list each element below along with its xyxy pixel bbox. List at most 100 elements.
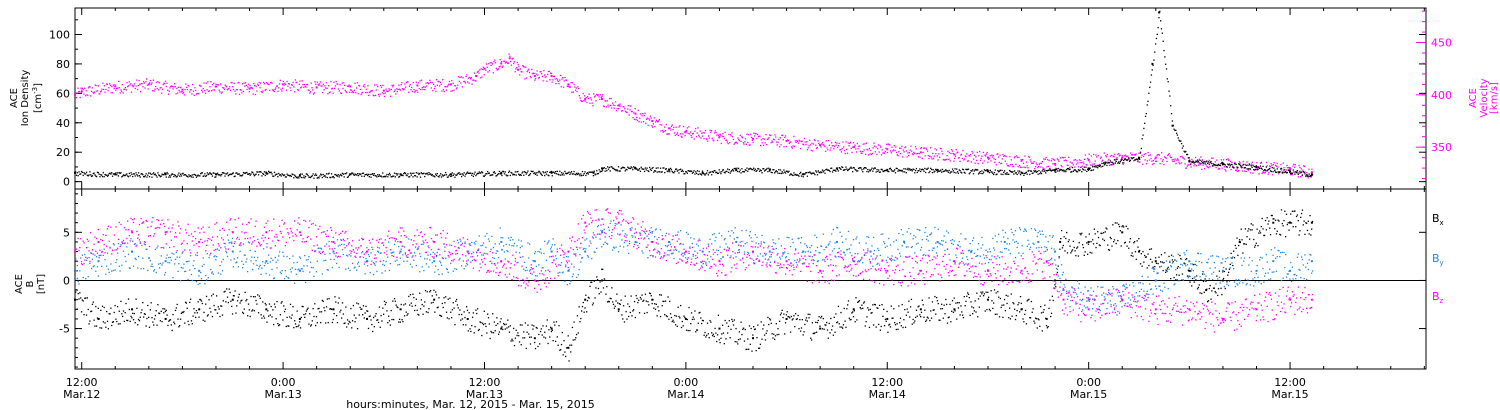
velocity-point bbox=[1059, 157, 1062, 159]
velocity-point bbox=[945, 159, 947, 161]
velocity-point bbox=[639, 113, 642, 115]
bx-point bbox=[876, 307, 878, 309]
bx-point bbox=[998, 296, 1000, 298]
bx-point bbox=[288, 325, 290, 327]
density-point bbox=[1114, 162, 1116, 164]
velocity-point bbox=[1168, 152, 1170, 155]
velocity-point bbox=[927, 154, 929, 157]
density-point bbox=[541, 174, 543, 177]
density-point bbox=[1306, 174, 1308, 176]
density-point bbox=[1149, 86, 1151, 88]
velocity-point bbox=[868, 147, 871, 150]
density-point bbox=[321, 176, 324, 179]
density-point bbox=[278, 174, 281, 176]
velocity-point bbox=[763, 144, 765, 146]
bx-point bbox=[446, 317, 449, 319]
velocity-point bbox=[1126, 155, 1128, 157]
velocity-point bbox=[931, 158, 933, 160]
bx-point bbox=[221, 314, 224, 316]
velocity-point bbox=[366, 91, 368, 94]
velocity-point bbox=[147, 88, 149, 90]
velocity-point bbox=[1164, 156, 1166, 158]
bx-point bbox=[1065, 237, 1067, 240]
velocity-point bbox=[1182, 157, 1184, 159]
density-point bbox=[938, 170, 940, 172]
velocity-point bbox=[320, 85, 322, 87]
bx-point bbox=[402, 320, 404, 323]
density-point bbox=[883, 170, 886, 172]
density-point bbox=[189, 175, 191, 177]
density-point bbox=[700, 174, 703, 176]
density-point bbox=[1022, 172, 1024, 174]
bx-point bbox=[192, 315, 194, 317]
bx-point bbox=[1240, 228, 1242, 230]
density-point bbox=[1291, 172, 1294, 174]
velocity-point bbox=[824, 150, 827, 152]
bx-point bbox=[602, 287, 605, 289]
velocity-point bbox=[309, 92, 311, 94]
velocity-point bbox=[683, 131, 686, 133]
velocity-point bbox=[904, 146, 906, 149]
density-point bbox=[407, 173, 409, 175]
density-point bbox=[247, 173, 250, 175]
velocity-point bbox=[329, 91, 331, 93]
bx-point bbox=[78, 298, 80, 300]
velocity-point bbox=[516, 61, 519, 64]
density-point bbox=[727, 171, 730, 174]
density-point bbox=[450, 175, 453, 177]
bx-point bbox=[1054, 279, 1057, 282]
bx-point bbox=[628, 305, 631, 308]
velocity-point bbox=[820, 146, 822, 148]
velocity-point bbox=[359, 88, 362, 91]
velocity-point bbox=[1004, 160, 1006, 162]
velocity-point bbox=[105, 88, 107, 91]
density-point bbox=[982, 171, 985, 173]
bx-point bbox=[686, 318, 689, 321]
bx-point bbox=[1225, 268, 1227, 270]
density-point bbox=[475, 174, 477, 177]
velocity-point bbox=[1006, 165, 1009, 167]
density-point bbox=[544, 174, 546, 177]
density-point bbox=[953, 171, 955, 174]
velocity-point bbox=[701, 135, 704, 137]
bx-point bbox=[1162, 269, 1164, 272]
density-point bbox=[636, 168, 638, 170]
velocity-point bbox=[173, 83, 176, 85]
bx-point bbox=[468, 312, 470, 314]
density-point bbox=[657, 167, 659, 169]
density-point bbox=[432, 175, 434, 177]
velocity-point bbox=[651, 126, 654, 128]
bx-point bbox=[831, 329, 833, 331]
velocity-point bbox=[355, 92, 357, 94]
velocity-point bbox=[235, 88, 238, 91]
velocity-point bbox=[478, 72, 480, 74]
velocity-point bbox=[297, 89, 299, 91]
density-point bbox=[239, 175, 241, 177]
density-point bbox=[787, 171, 789, 174]
velocity-point bbox=[1055, 167, 1057, 170]
bx-point bbox=[922, 304, 924, 306]
velocity-point bbox=[95, 84, 97, 87]
velocity-point bbox=[590, 97, 592, 99]
velocity-point bbox=[234, 90, 236, 92]
density-point bbox=[934, 170, 936, 172]
density-point bbox=[903, 168, 905, 170]
density-point bbox=[918, 169, 920, 172]
bx-point bbox=[852, 308, 855, 311]
density-point bbox=[707, 174, 710, 176]
density-point bbox=[745, 169, 747, 172]
velocity-point bbox=[290, 84, 293, 86]
density-point bbox=[957, 172, 960, 174]
velocity-point bbox=[634, 107, 636, 110]
bx-point bbox=[500, 318, 502, 320]
velocity-point bbox=[865, 142, 868, 144]
bx-point bbox=[1198, 284, 1200, 286]
density-point bbox=[554, 170, 557, 173]
velocity-point bbox=[226, 89, 229, 91]
density-point bbox=[589, 171, 591, 173]
velocity-point bbox=[403, 88, 405, 90]
density-point bbox=[550, 170, 553, 173]
velocity-point bbox=[532, 72, 534, 74]
density-point bbox=[610, 166, 612, 168]
density-point bbox=[1272, 171, 1274, 173]
